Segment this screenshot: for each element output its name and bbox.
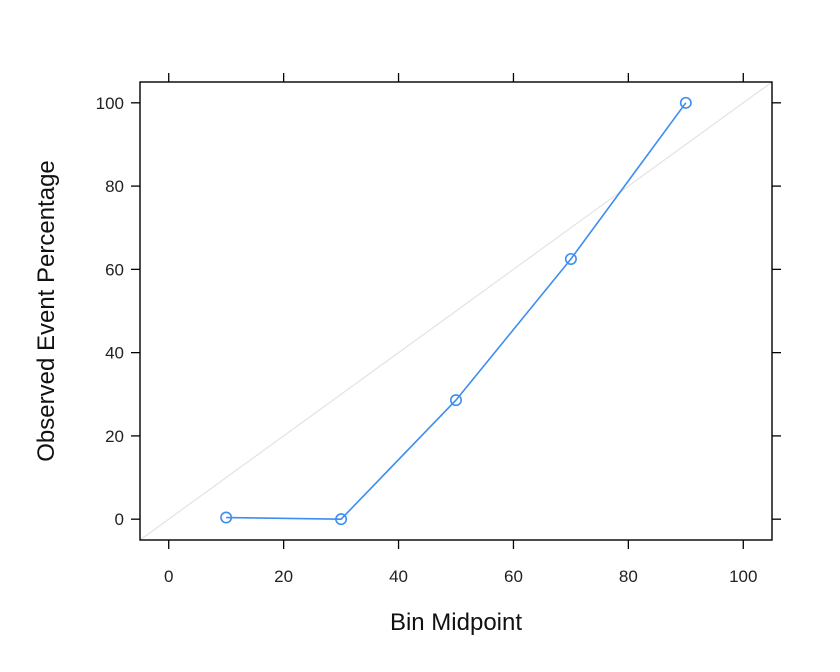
- reference-line-layer: [139, 81, 773, 541]
- y-axis-title: Observed Event Percentage: [33, 160, 60, 462]
- data-point: [335, 513, 348, 526]
- x-tick-label: 0: [164, 567, 173, 586]
- reference-diagonal-line: [139, 81, 773, 541]
- series-line-0: [226, 102, 687, 520]
- y-tick-label: 60: [105, 260, 124, 279]
- data-point: [449, 394, 462, 407]
- data-point: [564, 252, 577, 265]
- plot-frame: [139, 81, 773, 541]
- data-point: [679, 96, 692, 109]
- x-axis-title: Bin Midpoint: [390, 609, 522, 636]
- y-axis: 0 20 40 60 80 100: [96, 94, 781, 529]
- y-tick-label: 40: [105, 344, 124, 363]
- x-tick-label: 40: [389, 567, 408, 586]
- y-tick-label: 20: [105, 427, 124, 446]
- x-axis: 0 20 40 60 80 100: [164, 73, 757, 586]
- x-tick-label: 20: [274, 567, 293, 586]
- x-tick-label: 100: [729, 567, 757, 586]
- series-layer: [220, 96, 692, 526]
- data-point: [220, 511, 233, 524]
- x-tick-label: 80: [619, 567, 638, 586]
- y-tick-label: 80: [105, 177, 124, 196]
- x-tick-label: 60: [504, 567, 523, 586]
- y-tick-label: 0: [115, 510, 124, 529]
- y-tick-label: 100: [96, 94, 124, 113]
